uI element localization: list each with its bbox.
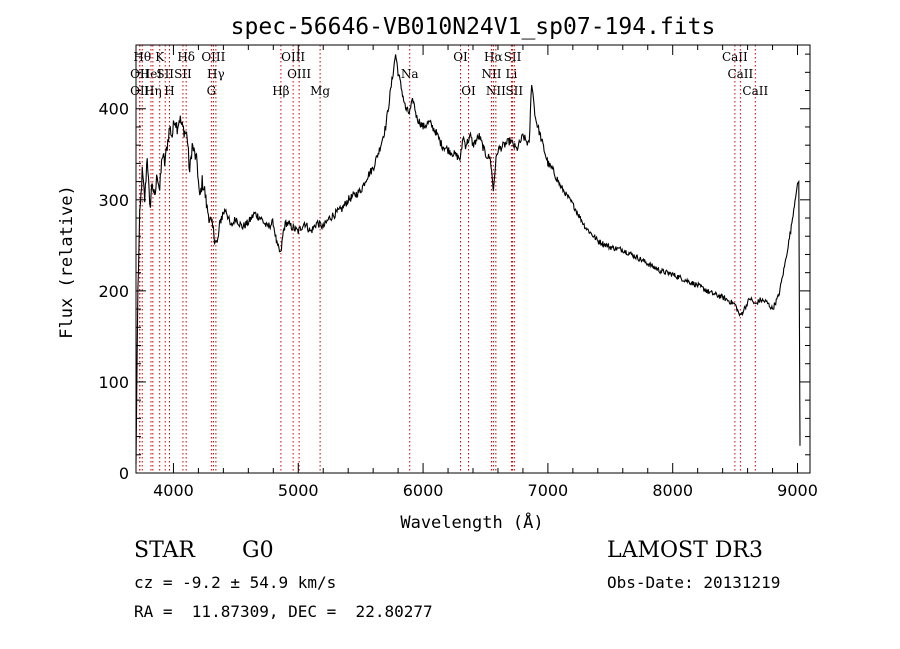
x-tick-label: 5000	[278, 481, 319, 500]
marker-label-7: H	[164, 84, 174, 98]
marker-label-3: HeI	[140, 67, 163, 81]
marker-label-15: OIII	[287, 67, 311, 81]
marker-label-24: Li	[506, 67, 518, 81]
spectrum-line	[135, 54, 801, 464]
y-tick-label: 400	[98, 100, 129, 119]
marker-label-18: OI	[453, 50, 468, 64]
x-tick-label: 7000	[528, 481, 569, 500]
object-class: STAR	[134, 538, 195, 563]
redshift-text: cz = -9.2 ± 54.9 km/s	[134, 573, 337, 592]
marker-label-6: SII	[156, 67, 174, 81]
x-tick-label: 4000	[153, 481, 194, 500]
marker-label-26: CaII	[722, 50, 748, 64]
marker-label-16: Mg	[310, 84, 330, 98]
marker-label-13: Hβ	[272, 84, 289, 98]
marker-label-4: Hη	[144, 84, 162, 98]
obs-date: Obs-Date: 20131219	[607, 573, 781, 592]
y-tick-label: 200	[98, 282, 129, 301]
marker-label-19: OI	[461, 84, 476, 98]
y-tick-label: 300	[98, 191, 129, 210]
marker-label-9: SII	[174, 67, 192, 81]
coordinates-text: RA = 11.87309, DEC = 22.80277	[134, 602, 433, 621]
marker-label-10: OIII	[201, 50, 225, 64]
axes: 4000 5000 6000 7000 8000 9000 0 100 200 300 400	[98, 44, 818, 500]
marker-label-25: SII	[505, 84, 523, 98]
y-tick-label: 100	[98, 373, 129, 392]
marker-label-12: G	[207, 84, 217, 98]
chart-title: spec-56646-VB010N24V1_sp07-194.fits	[231, 14, 716, 40]
marker-label-23: SII	[504, 50, 522, 64]
marker-label-21: NII	[481, 67, 501, 81]
plot-frame	[135, 44, 811, 474]
marker-label-0: Hθ	[133, 50, 151, 64]
marker-label-8: Hδ	[177, 50, 195, 64]
marker-label-22: NII	[486, 84, 506, 98]
x-tick-label: 9000	[777, 481, 818, 500]
marker-label-28: CaII	[742, 84, 768, 98]
survey-name: LAMOST DR3	[607, 538, 763, 563]
marker-label-17: Na	[401, 67, 419, 81]
x-tick-label: 6000	[403, 481, 444, 500]
y-tick-label: 0	[119, 464, 129, 483]
marker-label-5: K	[155, 50, 165, 64]
marker-label-14: OIII	[281, 50, 305, 64]
y-axis-label: Flux (relative)	[57, 185, 77, 339]
marker-label-20: Hα	[484, 50, 503, 64]
x-tick-label: 8000	[652, 481, 693, 500]
x-axis-label: Wavelength (Å)	[400, 511, 543, 533]
marker-label-27: CaII	[727, 67, 753, 81]
marker-label-11: Hγ	[207, 67, 225, 81]
object-subclass: G0	[242, 538, 274, 563]
